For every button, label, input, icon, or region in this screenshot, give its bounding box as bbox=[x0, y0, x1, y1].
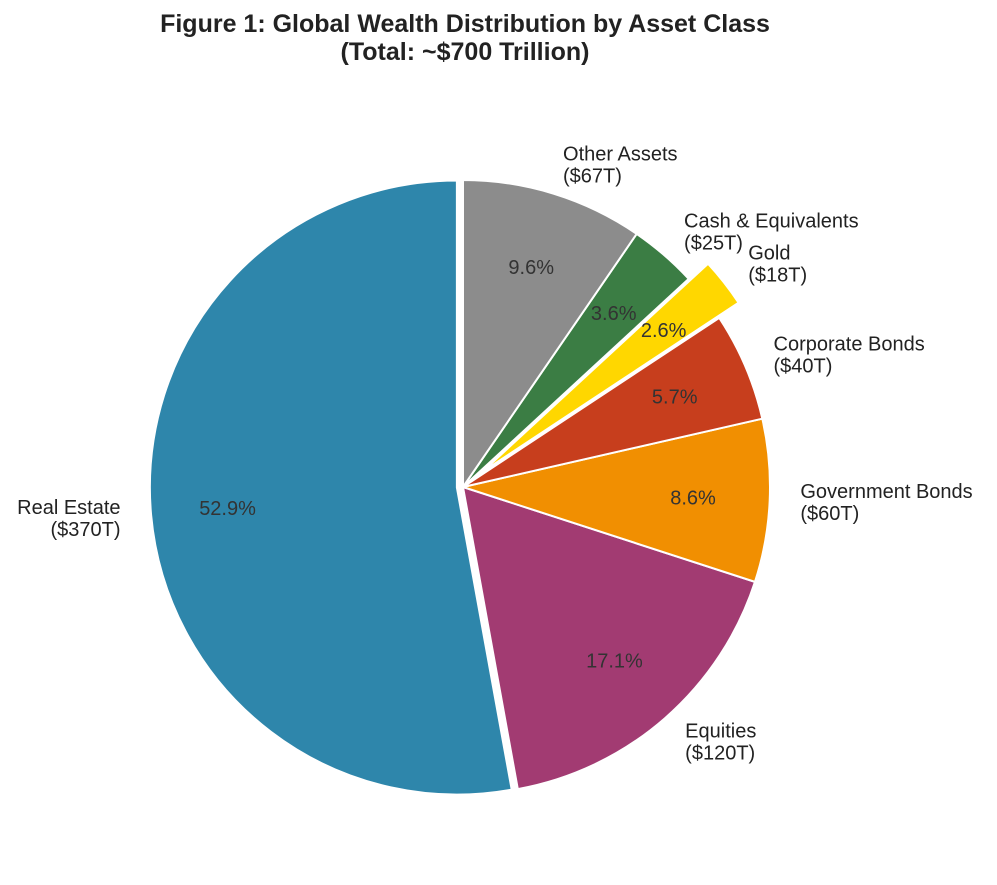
slice-percent-label: 8.6% bbox=[670, 487, 716, 509]
slice-label-value: ($60T) bbox=[800, 503, 859, 525]
chart-title: Figure 1: Global Wealth Distribution by … bbox=[160, 10, 770, 38]
slice-percent-label: 17.1% bbox=[586, 650, 643, 672]
slice-label-name: Gold bbox=[748, 243, 790, 265]
slice-percent-label: 52.9% bbox=[199, 498, 256, 520]
slice-label-value: ($18T) bbox=[748, 265, 807, 287]
slice-label-value: ($67T) bbox=[563, 165, 622, 187]
slice-label-value: ($40T) bbox=[774, 355, 833, 377]
slice-label: Equities ($120T) bbox=[685, 720, 756, 764]
slice-label: Government Bonds ($60T) bbox=[800, 481, 972, 525]
slice-label: Cash & Equivalents ($25T) bbox=[684, 211, 859, 255]
chart-subtitle: (Total: ~$700 Trillion) bbox=[340, 38, 590, 66]
pie-slice-equities bbox=[461, 485, 757, 791]
slice-label: Other Assets ($67T) bbox=[563, 143, 678, 187]
pie-slice-government-bonds bbox=[459, 417, 771, 584]
slice-percent-label: 9.6% bbox=[508, 257, 554, 279]
slice-label-name: Equities bbox=[685, 720, 756, 742]
slice-label: Corporate Bonds ($40T) bbox=[774, 333, 925, 377]
slice-label: Gold ($18T) bbox=[748, 243, 807, 287]
slice-percent-label: 3.6% bbox=[591, 303, 637, 325]
slice-label-name: Corporate Bonds bbox=[774, 333, 925, 355]
slice-label-name: Real Estate bbox=[17, 497, 120, 519]
slice-label-name: Cash & Equivalents bbox=[684, 211, 859, 233]
pie-slice-corporate-bonds bbox=[462, 316, 764, 488]
slice-label-name: Other Assets bbox=[563, 143, 678, 165]
slice-label: Real Estate ($370T) bbox=[17, 497, 120, 541]
slice-label-value: ($25T) bbox=[684, 233, 743, 255]
pie-slice-real-estate bbox=[148, 179, 513, 796]
slice-percent-label: 5.7% bbox=[652, 387, 698, 409]
slice-label-value: ($120T) bbox=[685, 742, 755, 764]
slice-percent-label: 2.6% bbox=[641, 320, 687, 342]
pie-slice-gold bbox=[481, 262, 740, 473]
slice-label-value: ($370T) bbox=[51, 519, 121, 541]
pie-slice-other-assets bbox=[462, 178, 639, 491]
slice-label-name: Government Bonds bbox=[800, 481, 972, 503]
